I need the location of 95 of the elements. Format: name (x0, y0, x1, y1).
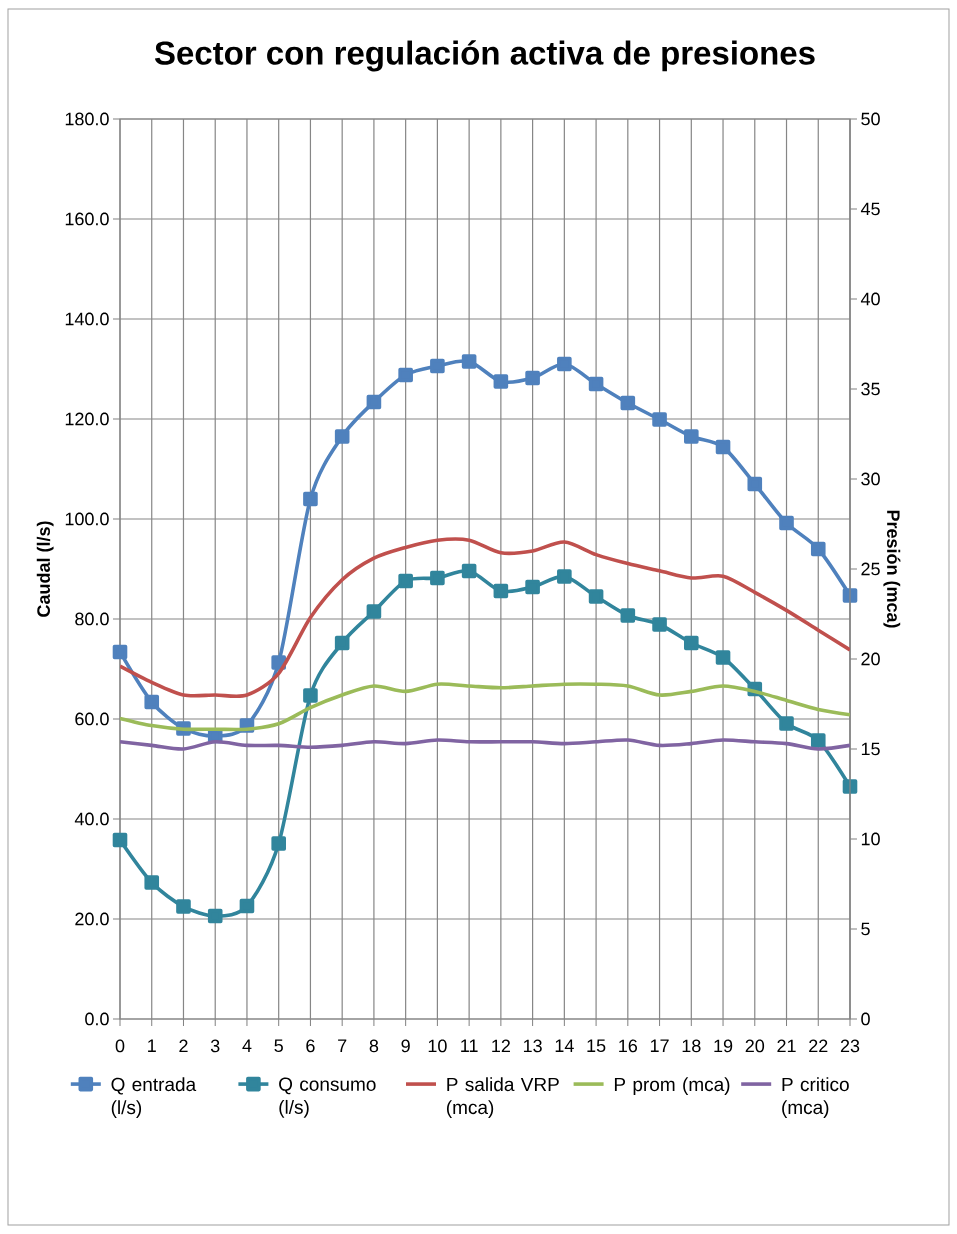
point (810, 541, 826, 557)
x-tick-label: 0 (115, 1039, 125, 1053)
x-tick-label: 16 (619, 1039, 638, 1053)
point (303, 688, 318, 703)
x-tick-label: 13 (523, 1039, 542, 1053)
y2-tick-label: 25 (861, 562, 880, 576)
point (684, 429, 699, 444)
point (271, 655, 286, 670)
x-tick-label: 14 (555, 1039, 574, 1052)
x-tick-label: 20 (745, 1039, 765, 1053)
chart-title: Sector con regulación activa de presiones (154, 40, 815, 72)
point (620, 395, 636, 411)
x-tick-label: 5 (274, 1039, 283, 1053)
legend-label: Q consumo (l/s) (279, 1077, 376, 1118)
y2-tick-label: 10 (861, 832, 880, 846)
legend-label: Q entrada (l/s) (111, 1077, 197, 1118)
x-tick-label: 3 (210, 1039, 220, 1053)
y2-tick-label: 35 (861, 382, 880, 396)
y2-axis-title: Presión (mca) (883, 510, 901, 628)
point (430, 358, 445, 374)
point (652, 617, 667, 632)
point (557, 356, 572, 372)
y2-tick-label: 30 (861, 472, 880, 486)
x-tick-label: 4 (242, 1039, 252, 1052)
point (620, 608, 636, 623)
x-tick-label: 21 (777, 1039, 796, 1053)
point (493, 374, 509, 389)
point (652, 412, 667, 427)
y-tick-label: 0.0 (85, 1012, 109, 1026)
x-tick-label: 17 (650, 1039, 669, 1052)
point (493, 583, 509, 599)
x-tick-label: 11 (461, 1039, 478, 1052)
point (303, 491, 318, 507)
x-tick-label: 12 (492, 1039, 510, 1053)
x-tick-label: 15 (587, 1039, 606, 1053)
x-tick-label: 1 (148, 1039, 156, 1052)
point (779, 716, 794, 731)
point (176, 899, 191, 914)
point (684, 635, 699, 651)
point (747, 476, 763, 492)
point (525, 579, 540, 595)
point (715, 439, 731, 455)
y2-tick-label: 40 (860, 292, 880, 306)
x-tick-label: 18 (682, 1039, 701, 1053)
point (239, 898, 255, 914)
y-tick-label: 120.0 (65, 412, 109, 426)
point (398, 573, 413, 589)
y2-tick-label: 0 (861, 1012, 870, 1026)
point (366, 604, 382, 619)
x-tick-label: 23 (840, 1039, 860, 1053)
legend-label: P critico (mca) (782, 1077, 849, 1118)
y-axis-title: Caudal (l/s) (36, 521, 54, 617)
point (588, 376, 604, 392)
legend-label: P prom (mca) (614, 1077, 730, 1095)
x-tick-label: 8 (369, 1039, 379, 1053)
point (779, 515, 794, 531)
point (334, 635, 350, 651)
y-tick-label: 160.0 (65, 212, 109, 226)
y-tick-label: 40.0 (74, 812, 109, 826)
x-tick-label: 10 (428, 1039, 447, 1053)
point (461, 563, 477, 579)
x-tick-label: 6 (306, 1039, 315, 1053)
y-tick-label: 180.0 (65, 112, 109, 126)
x-tick-label: 22 (809, 1039, 828, 1053)
point (366, 394, 382, 410)
point (588, 589, 604, 604)
point (461, 354, 477, 369)
y2-tick-label: 20 (861, 652, 880, 666)
point (207, 908, 223, 924)
point (271, 836, 286, 851)
point (144, 694, 160, 710)
x-tick-label: 19 (714, 1039, 733, 1053)
y-tick-label: 100.0 (65, 512, 109, 526)
point (398, 367, 413, 383)
y2-tick-label: 15 (861, 742, 880, 756)
x-tick-label: 9 (401, 1039, 410, 1053)
point (715, 650, 731, 665)
y-tick-label: 80.0 (75, 612, 109, 626)
y-tick-label: 20.0 (75, 912, 109, 926)
y2-tick-label: 5 (861, 922, 870, 936)
point (112, 644, 128, 660)
y2-tick-label: 45 (860, 202, 880, 216)
point (112, 832, 128, 848)
x-tick-label: 2 (179, 1039, 188, 1053)
point (810, 733, 826, 748)
point (557, 569, 572, 584)
point (144, 875, 160, 890)
legend-label: P salida VRP (mca) (446, 1077, 559, 1118)
point (525, 370, 540, 386)
point (334, 429, 350, 444)
point (430, 570, 445, 586)
y-tick-label: 60.0 (75, 712, 109, 726)
y2-tick-label: 50 (861, 112, 880, 126)
y-tick-label: 140.0 (65, 312, 109, 326)
x-tick-label: 7 (338, 1039, 347, 1052)
